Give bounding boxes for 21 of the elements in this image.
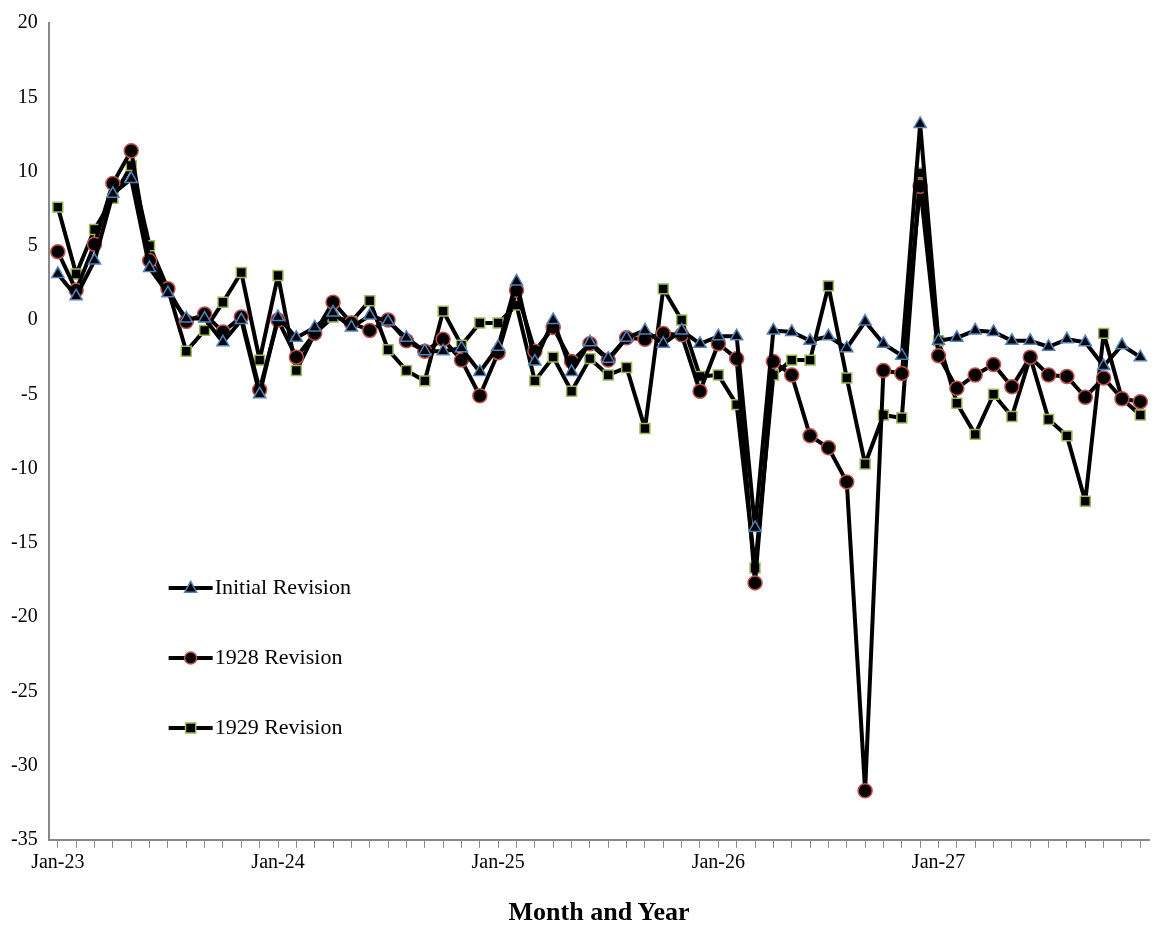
y-tick-label: -10	[10, 455, 38, 478]
y-tick-label: -15	[10, 530, 38, 553]
y-tick-label: 15	[17, 84, 38, 107]
x-tick-label: Jan-24	[251, 850, 305, 873]
y-tick-label: -20	[10, 604, 38, 627]
legend-label: 1929 Revision	[214, 713, 343, 739]
y-tick-label: -30	[10, 752, 38, 775]
x-tick-label: Jan-23	[31, 850, 85, 873]
y-tick-label: 5	[27, 233, 38, 256]
legend-label: Initial Revision	[214, 573, 351, 599]
x-tick-label: Jan-26	[691, 850, 745, 873]
x-tick-label: Jan-27	[911, 850, 966, 873]
y-tick-label: 10	[17, 158, 38, 181]
x-axis-title: Month and Year	[508, 897, 690, 927]
y-tick-label: 0	[27, 307, 38, 330]
legend-label: 1928 Revision	[214, 643, 343, 669]
y-tick-label: -5	[20, 381, 38, 404]
y-tick-label: -35	[10, 827, 38, 850]
y-tick-label: 20	[17, 10, 38, 33]
x-tick-label: Jan-25	[471, 850, 525, 873]
y-tick-label: -25	[10, 678, 38, 701]
